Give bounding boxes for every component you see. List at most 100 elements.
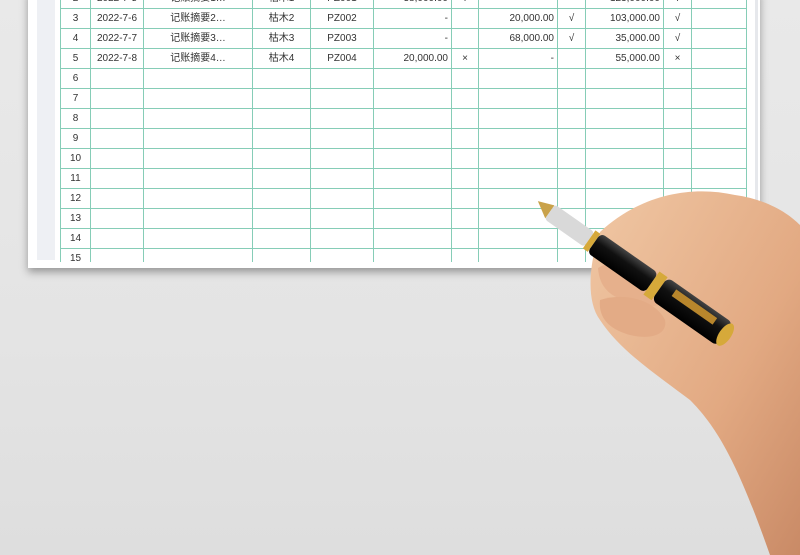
cell-voucher[interactable] [310, 69, 373, 89]
cell-voucher[interactable] [310, 229, 373, 249]
cell-balance[interactable] [585, 89, 663, 109]
cell-voucher[interactable] [310, 189, 373, 209]
cell-summary[interactable] [143, 169, 252, 189]
cell-credit-check[interactable] [557, 89, 585, 109]
cell-voucher[interactable]: PZ001 [310, 0, 373, 9]
cell-voucher[interactable]: PZ004 [310, 49, 373, 69]
cell-date[interactable]: 2022-7-5 [90, 0, 143, 9]
cell-debit-check[interactable] [451, 229, 478, 249]
cell-subject[interactable] [252, 169, 310, 189]
cell-summary[interactable] [143, 129, 252, 149]
cell-balance[interactable] [585, 209, 663, 229]
cell-voucher[interactable] [310, 169, 373, 189]
cell-credit-check[interactable] [557, 209, 585, 229]
cell-extra[interactable] [691, 209, 747, 229]
cell-debit-check[interactable] [451, 29, 478, 49]
cell-summary[interactable]: 记账摘要3… [143, 29, 252, 49]
cell-debit[interactable] [373, 189, 451, 209]
cell-subject[interactable] [252, 89, 310, 109]
cell-date[interactable] [90, 249, 143, 262]
cell-debit-check[interactable] [451, 129, 478, 149]
cell-balance-check[interactable] [663, 129, 691, 149]
cell-balance[interactable] [585, 69, 663, 89]
cell-balance[interactable] [585, 129, 663, 149]
cell-summary[interactable] [143, 109, 252, 129]
cell-summary[interactable] [143, 209, 252, 229]
cell-summary[interactable]: 记账摘要4… [143, 49, 252, 69]
cell-balance-check[interactable] [663, 169, 691, 189]
cell-subject[interactable]: 枯木2 [252, 9, 310, 29]
cell-date[interactable] [90, 69, 143, 89]
cell-voucher[interactable] [310, 149, 373, 169]
cell-subject[interactable] [252, 69, 310, 89]
cell-summary[interactable] [143, 229, 252, 249]
cell-summary[interactable] [143, 189, 252, 209]
cell-credit-check[interactable] [557, 0, 585, 9]
vertical-scrollbar[interactable] [755, 0, 758, 260]
cell-balance[interactable] [585, 169, 663, 189]
cell-summary[interactable]: 记账摘要2… [143, 9, 252, 29]
cell-debit-check[interactable]: √ [451, 0, 478, 9]
cell-balance[interactable]: 103,000.00 [585, 9, 663, 29]
cell-extra[interactable] [691, 29, 747, 49]
cell-summary[interactable] [143, 149, 252, 169]
cell-voucher[interactable] [310, 209, 373, 229]
cell-subject[interactable]: 枯木1 [252, 0, 310, 9]
cell-balance[interactable]: 55,000.00 [585, 49, 663, 69]
cell-balance-check[interactable]: √ [663, 0, 691, 9]
cell-debit-check[interactable] [451, 189, 478, 209]
cell-balance-check[interactable] [663, 189, 691, 209]
cell-balance[interactable] [585, 189, 663, 209]
cell-voucher[interactable]: PZ003 [310, 29, 373, 49]
cell-debit-check[interactable] [451, 69, 478, 89]
cell-date[interactable] [90, 109, 143, 129]
cell-debit-check[interactable] [451, 9, 478, 29]
cell-balance-check[interactable] [663, 109, 691, 129]
cell-credit-check[interactable]: √ [557, 9, 585, 29]
cell-debit[interactable] [373, 249, 451, 262]
cell-extra[interactable] [691, 49, 747, 69]
cell-subject[interactable] [252, 149, 310, 169]
cell-subject[interactable] [252, 109, 310, 129]
cell-debit-check[interactable] [451, 209, 478, 229]
cell-debit-check[interactable] [451, 149, 478, 169]
cell-credit[interactable] [478, 89, 557, 109]
cell-credit-check[interactable] [557, 249, 585, 262]
cell-subject[interactable]: 枯木3 [252, 29, 310, 49]
cell-balance[interactable] [585, 229, 663, 249]
cell-credit-check[interactable] [557, 109, 585, 129]
cell-extra[interactable] [691, 69, 747, 89]
cell-credit[interactable] [478, 189, 557, 209]
cell-extra[interactable] [691, 0, 747, 9]
cell-debit[interactable]: 20,000.00 [373, 49, 451, 69]
cell-debit[interactable] [373, 169, 451, 189]
cell-date[interactable] [90, 89, 143, 109]
cell-debit-check[interactable]: × [451, 49, 478, 69]
cell-date[interactable]: 2022-7-6 [90, 9, 143, 29]
cell-extra[interactable] [691, 9, 747, 29]
cell-balance-check[interactable] [663, 229, 691, 249]
cell-credit[interactable] [478, 249, 557, 262]
cell-credit-check[interactable] [557, 69, 585, 89]
cell-date[interactable] [90, 209, 143, 229]
cell-credit-check[interactable]: √ [557, 29, 585, 49]
cell-date[interactable]: 2022-7-8 [90, 49, 143, 69]
cell-subject[interactable]: 枯木4 [252, 49, 310, 69]
cell-credit[interactable] [478, 209, 557, 229]
cell-balance-check[interactable]: √ [663, 29, 691, 49]
cell-debit[interactable]: - [373, 9, 451, 29]
cell-debit[interactable] [373, 229, 451, 249]
cell-credit[interactable] [478, 69, 557, 89]
cell-balance-check[interactable] [663, 69, 691, 89]
cell-subject[interactable] [252, 249, 310, 262]
cell-credit[interactable]: 20,000.00 [478, 9, 557, 29]
cell-balance-check[interactable] [663, 249, 691, 262]
cell-balance-check[interactable] [663, 89, 691, 109]
cell-credit[interactable]: - [478, 0, 557, 9]
cell-voucher[interactable]: PZ002 [310, 9, 373, 29]
cell-debit[interactable] [373, 69, 451, 89]
cell-credit-check[interactable] [557, 149, 585, 169]
cell-date[interactable] [90, 149, 143, 169]
cell-subject[interactable] [252, 229, 310, 249]
cell-extra[interactable] [691, 129, 747, 149]
